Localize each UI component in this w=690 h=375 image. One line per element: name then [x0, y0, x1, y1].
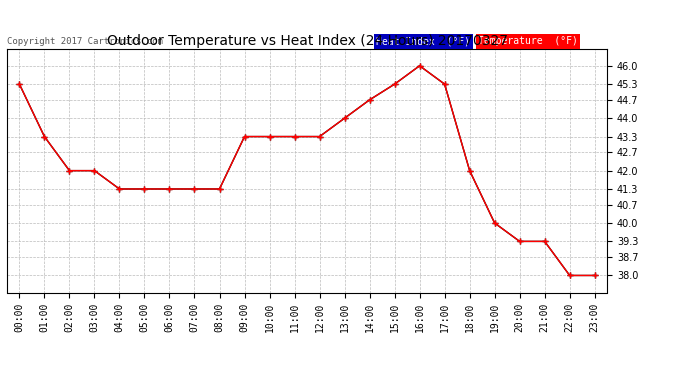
- Title: Outdoor Temperature vs Heat Index (24 Hours) 20170327: Outdoor Temperature vs Heat Index (24 Ho…: [106, 34, 508, 48]
- Text: Heat Index  (°F): Heat Index (°F): [376, 36, 470, 46]
- Text: Copyright 2017 Cartronics.com: Copyright 2017 Cartronics.com: [7, 38, 163, 46]
- Text: Temperature  (°F): Temperature (°F): [478, 36, 578, 46]
